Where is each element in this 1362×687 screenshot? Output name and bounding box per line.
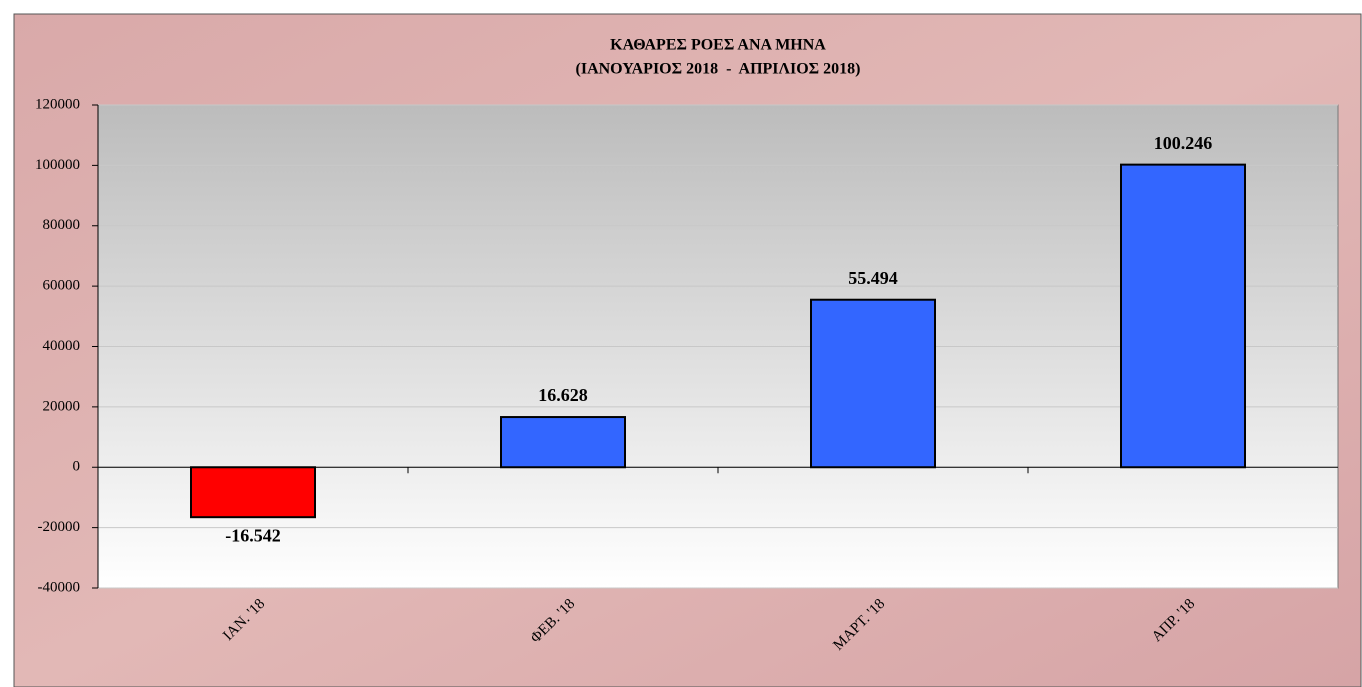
- bar: [810, 298, 936, 469]
- data-label: 100.246: [1154, 133, 1213, 153]
- y-tick-label: 0: [73, 459, 81, 475]
- y-tick-label: 60000: [43, 278, 81, 294]
- data-label: 55.494: [848, 268, 898, 288]
- y-tick-label: 40000: [43, 338, 81, 354]
- data-label: 16.628: [538, 385, 588, 405]
- y-tick-label: -40000: [38, 579, 81, 595]
- chart-title: ΚΑΘΑΡΕΣ ΡΟΕΣ ΑΝΑ ΜΗΝΑ: [610, 37, 826, 54]
- data-label: -16.542: [225, 525, 281, 545]
- bar: [190, 466, 316, 519]
- y-tick-label: -20000: [38, 519, 81, 535]
- y-tick-label: 20000: [43, 398, 81, 414]
- y-tick-label: 80000: [43, 217, 81, 233]
- chart-subtitle: (ΙΑΝΟΥΑΡΙΟΣ 2018 - ΑΠΡΙΛΙΟΣ 2018): [576, 61, 861, 78]
- y-tick-label: 100000: [35, 157, 80, 173]
- bar: [500, 416, 626, 469]
- bar: [1120, 163, 1246, 469]
- y-tick-label: 120000: [35, 96, 80, 112]
